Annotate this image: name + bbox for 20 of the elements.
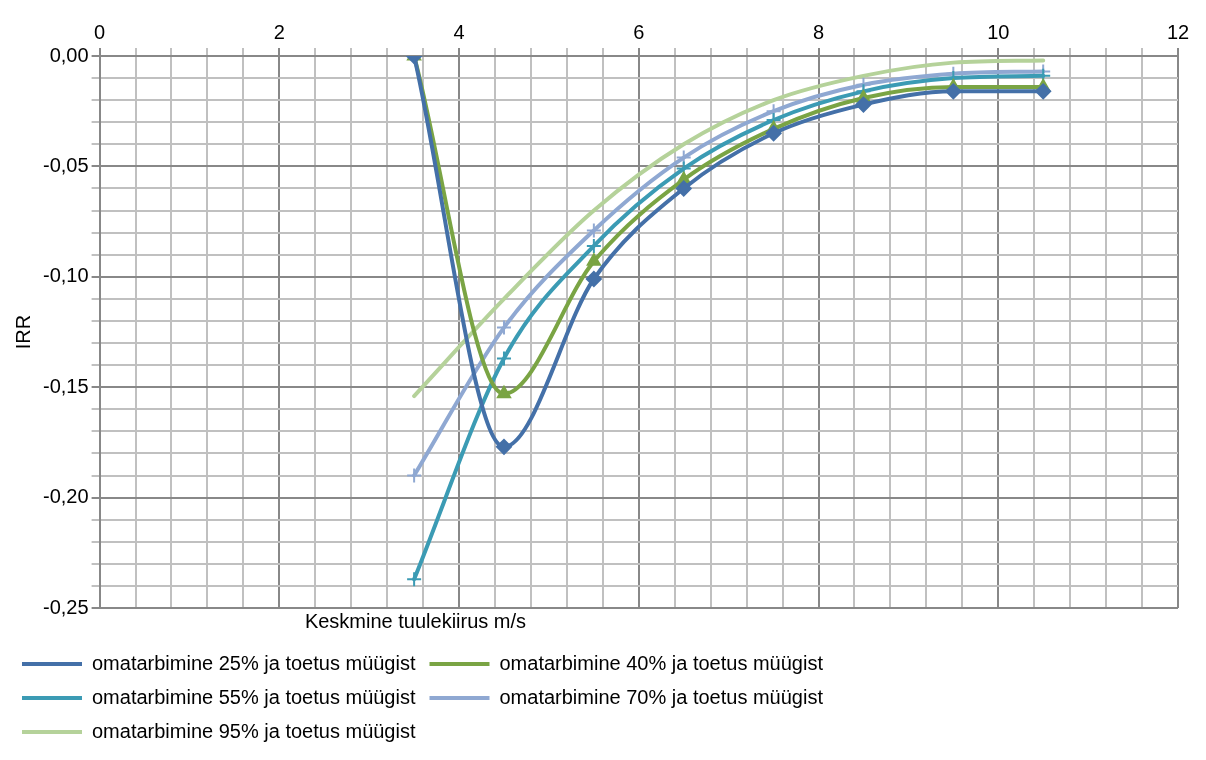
y-axis-title: IRR: [11, 314, 34, 350]
legend-label: omatarbimine 70% ja toetus müügist: [499, 685, 824, 708]
legend-label: omatarbimine 40% ja toetus müügist: [499, 651, 824, 674]
y-tick-label: -0,05: [42, 153, 89, 176]
x-tick-label: 4: [453, 20, 465, 43]
y-tick-label: 0,00: [49, 43, 89, 66]
x-tick-label: 2: [273, 20, 285, 43]
legend-label: omatarbimine 55% ja toetus müügist: [92, 685, 416, 708]
legend-label: omatarbimine 25% ja toetus müügist: [92, 651, 416, 674]
x-tick-label: 8: [812, 20, 825, 43]
y-tick-label: -0,15: [42, 374, 89, 397]
legend-label: omatarbimine 95% ja toetus müügist: [92, 719, 416, 742]
y-tick-label: -0,10: [42, 264, 89, 287]
y-tick-label: -0,25: [42, 595, 89, 618]
x-tick-label: 6: [633, 20, 645, 43]
x-tick-label: 12: [1166, 20, 1190, 43]
y-tick-label: -0,20: [42, 485, 89, 508]
x-tick-label: 10: [987, 20, 1010, 43]
x-axis-title: Keskmine tuulekiirus m/s: [304, 609, 527, 632]
x-tick-label: 0: [94, 20, 106, 43]
